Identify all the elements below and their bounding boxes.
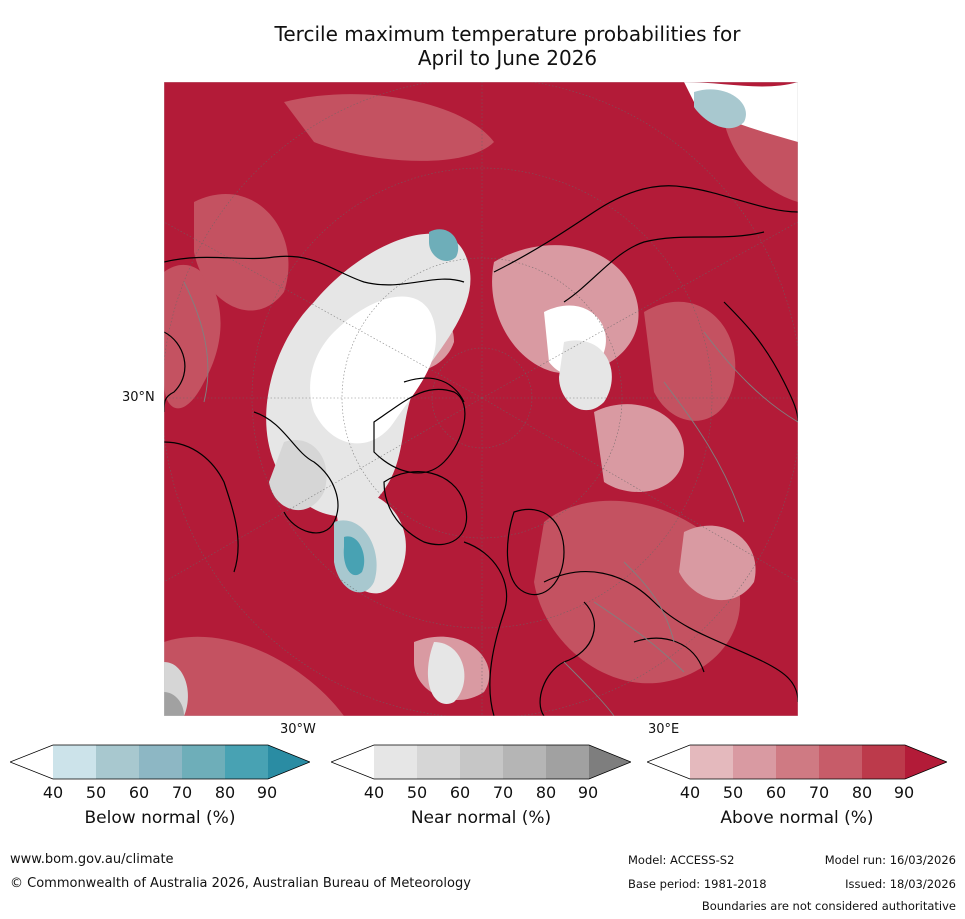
colorbar-outline (647, 744, 947, 780)
model-text: Model: ACCESS-S2 (628, 853, 735, 867)
below-normal-zones (334, 89, 746, 593)
tick-label: 40 (679, 783, 701, 802)
colorbar-segment (733, 745, 776, 779)
tick-label: 40 (363, 783, 385, 802)
tick-label: 40 (42, 783, 64, 802)
tick-label: 60 (128, 783, 150, 802)
coastlines (164, 185, 798, 716)
colorbar-segment (862, 745, 905, 779)
colorbar-segment (182, 745, 225, 779)
colorbar-below-normal-scale (10, 744, 310, 780)
tick-label: 80 (214, 783, 236, 802)
tick-label: 70 (808, 783, 830, 802)
colorbar-above-normal-title: Above normal (%) (720, 808, 874, 828)
colorbar-below-normal-ticks: 40 50 60 70 80 90 (10, 783, 310, 803)
colorbar-outline (331, 744, 631, 780)
tick-label: 80 (851, 783, 873, 802)
colorbar-near-normal-scale (331, 744, 631, 780)
probability-map (164, 82, 798, 716)
colorbar-lower-extension (10, 745, 53, 779)
model-run-text: Model run: 16/03/2026 (824, 853, 956, 867)
colorbar-upper-extension (905, 745, 947, 779)
colorbar-segment (819, 745, 862, 779)
title-line-1: Tercile maximum temperature probabilitie… (274, 22, 741, 46)
tick-label: 50 (85, 783, 107, 802)
colorbar-above-normal (647, 744, 947, 780)
longitude-label-west: 30°W (280, 722, 316, 737)
colorbar-upper-extension (268, 745, 310, 779)
tick-label: 50 (406, 783, 428, 802)
tick-label: 60 (449, 783, 471, 802)
colorbar-above-normal-ticks: 40 50 60 70 80 90 (647, 783, 947, 803)
colorbar-near-normal-ticks: 40 50 60 70 80 90 (331, 783, 631, 803)
colorbar-lower-extension (331, 745, 374, 779)
tick-label: 90 (256, 783, 278, 802)
tick-label: 90 (577, 783, 599, 802)
colorbar-segment (776, 745, 819, 779)
colorbar-segment (417, 745, 460, 779)
colorbar-segment (503, 745, 546, 779)
near-normal-zones (164, 82, 798, 716)
disclaimer-text: Boundaries are not considered authoritat… (701, 899, 956, 913)
colorbar-above-normal-scale (647, 744, 947, 780)
country-borders (183, 281, 798, 716)
colorbar-outline (10, 744, 310, 780)
colorbar-upper-extension (589, 745, 631, 779)
title-line-2: April to June 2026 (417, 46, 598, 70)
colorbar-segment (225, 745, 268, 779)
colorbar-near-normal (331, 744, 631, 780)
colorbar-segment (690, 745, 733, 779)
colorbar-below-normal-title: Below normal (%) (84, 808, 236, 828)
tick-label: 90 (893, 783, 915, 802)
colorbar-segment (139, 745, 182, 779)
colorbar-segment (96, 745, 139, 779)
base-period-text: Base period: 1981-2018 (628, 877, 767, 891)
colorbar-near-normal-title: Near normal (%) (410, 808, 552, 828)
copyright-text: © Commonwealth of Australia 2026, Austra… (10, 876, 471, 891)
colorbar-segment (546, 745, 589, 779)
colorbar-segment (374, 745, 417, 779)
colorbar-lower-extension (647, 745, 690, 779)
latitude-label: 30°N (122, 390, 155, 405)
longitude-label-east: 30°E (648, 722, 680, 737)
tick-label: 80 (535, 783, 557, 802)
issued-text: Issued: 18/03/2026 (845, 877, 956, 891)
colorbar-segment (53, 745, 96, 779)
tick-label: 50 (722, 783, 744, 802)
tick-label: 60 (765, 783, 787, 802)
colorbar-segment (460, 745, 503, 779)
map-title: Tercile maximum temperature probabilitie… (160, 22, 855, 70)
tick-label: 70 (492, 783, 514, 802)
colorbar-below-normal (10, 744, 310, 780)
tick-label: 70 (171, 783, 193, 802)
graticule (164, 82, 798, 716)
website-link[interactable]: www.bom.gov.au/climate (10, 852, 174, 867)
